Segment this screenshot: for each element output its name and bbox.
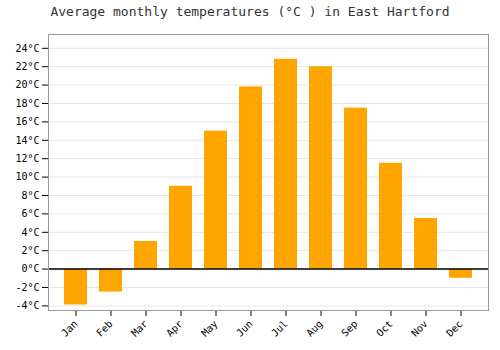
svg-text:0°C: 0°C <box>21 263 39 274</box>
svg-text:18°C: 18°C <box>15 98 39 109</box>
svg-text:Jan: Jan <box>59 318 80 339</box>
svg-text:22°C: 22°C <box>15 61 39 72</box>
svg-text:May: May <box>199 318 220 339</box>
svg-text:Nov: Nov <box>409 318 430 339</box>
svg-text:-2°C: -2°C <box>15 282 39 293</box>
svg-text:Sep: Sep <box>339 318 360 339</box>
svg-text:Jun: Jun <box>234 318 255 339</box>
svg-text:Apr: Apr <box>164 318 185 339</box>
svg-text:20°C: 20°C <box>15 79 39 90</box>
svg-text:Oct: Oct <box>374 318 395 339</box>
svg-text:4°C: 4°C <box>21 227 39 238</box>
svg-text:-4°C: -4°C <box>15 300 39 311</box>
svg-text:12°C: 12°C <box>15 153 39 164</box>
svg-text:8°C: 8°C <box>21 190 39 201</box>
svg-text:Jul: Jul <box>269 318 290 339</box>
html-text:Average monthly temperatures (: Average monthly temperatures (°C ) in Ea… <box>50 4 450 19</box>
svg-text:10°C: 10°C <box>15 171 39 182</box>
svg-text:Aug: Aug <box>304 318 325 339</box>
svg-text:24°C: 24°C <box>15 43 39 54</box>
svg-text:2°C: 2°C <box>21 245 39 256</box>
svg-text:16°C: 16°C <box>15 116 39 127</box>
svg-text:Mar: Mar <box>129 318 150 339</box>
svg-text:Feb: Feb <box>94 318 115 339</box>
svg-text:14°C: 14°C <box>15 135 39 146</box>
svg-text:Dec: Dec <box>444 318 465 339</box>
svg-text:6°C: 6°C <box>21 208 39 219</box>
